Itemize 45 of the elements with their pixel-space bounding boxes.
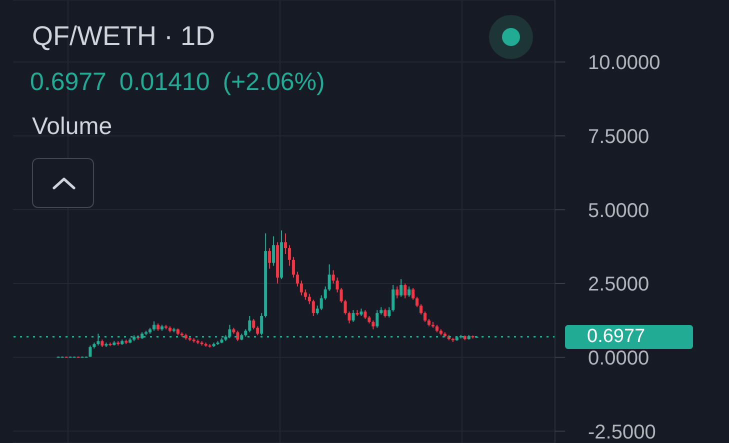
candlestick — [376, 310, 379, 328]
candlestick — [408, 286, 411, 298]
candlestick — [324, 286, 327, 300]
candlestick — [292, 256, 295, 278]
candlestick — [88, 345, 92, 358]
candlestick — [396, 286, 399, 299]
text: QF/WETH · 1D — [32, 20, 215, 53]
candlestick — [404, 283, 407, 299]
candlestick — [340, 287, 343, 304]
y-tick-label: 10.0000 — [588, 52, 660, 74]
candlestick — [252, 318, 256, 330]
candlestick — [296, 271, 299, 287]
candlestick — [352, 310, 355, 322]
candlestick — [344, 299, 347, 316]
candlestick — [348, 311, 351, 324]
candlestick — [332, 270, 335, 284]
text: 0.6977 0.01410 (+2.06%) — [30, 67, 325, 97]
y-tick-label: 5.0000 — [588, 200, 650, 222]
candlestick — [328, 264, 331, 292]
candlestick — [388, 306, 391, 318]
y-tick-label: 7.5000 — [588, 126, 650, 148]
candlestick — [412, 287, 415, 300]
candlestick — [392, 284, 395, 312]
candlestick — [423, 311, 426, 322]
candlestick — [268, 248, 272, 270]
candlestick — [420, 304, 422, 316]
candlestick — [416, 296, 419, 308]
candlestick — [304, 288, 307, 300]
candlestick — [308, 293, 311, 305]
y-tick-label: -2.5000 — [588, 421, 656, 443]
candlestick — [300, 280, 303, 296]
candlestick — [284, 232, 287, 254]
candlestick — [400, 278, 403, 298]
annotation: Volume — [32, 112, 112, 142]
candlestick — [312, 299, 315, 317]
y-tick-label: 2.5000 — [588, 274, 650, 296]
candlestick — [336, 277, 339, 293]
candlestick — [288, 244, 291, 266]
candlestick — [248, 316, 252, 333]
candlestick — [236, 330, 240, 342]
y-tick-label: 0.0000 — [588, 347, 650, 370]
candlestick — [152, 320, 156, 332]
candlestick — [320, 294, 323, 311]
ref-line-label: 0.6977 — [565, 324, 693, 349]
candlestick — [272, 236, 276, 266]
